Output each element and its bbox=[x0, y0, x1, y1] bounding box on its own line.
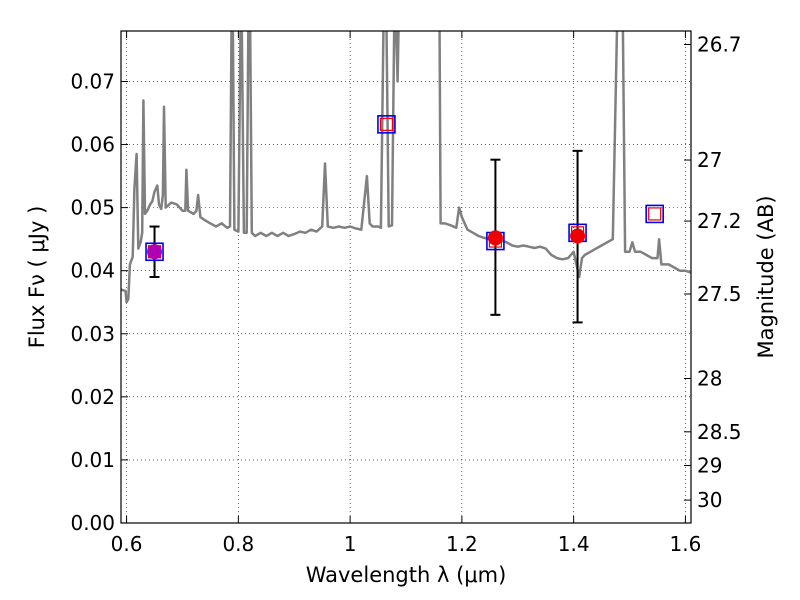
model-point-outer bbox=[377, 115, 396, 134]
y-tick-label: 0.01 bbox=[70, 448, 115, 472]
y2-tick-label: 28 bbox=[697, 366, 722, 390]
y2-tick-label: 30 bbox=[697, 488, 722, 512]
y2-tick-label: 29 bbox=[697, 453, 722, 477]
model-point-outer bbox=[145, 242, 164, 262]
x-axis-label: Wavelength λ (μm) bbox=[306, 563, 507, 587]
y-tick-label: 0.02 bbox=[70, 385, 115, 409]
y-tick-label: 0.00 bbox=[70, 511, 115, 535]
y-axis-label: Flux Fν ( μJy ) bbox=[25, 206, 49, 349]
model-point-outer bbox=[645, 204, 664, 224]
y2-tick-label: 28.5 bbox=[697, 420, 742, 444]
y2-tick-label: 26.7 bbox=[697, 33, 742, 57]
y-tick-label: 0.06 bbox=[70, 133, 115, 157]
observed-point bbox=[147, 244, 163, 260]
y2-tick-label: 27.5 bbox=[697, 282, 742, 306]
y-tick-label: 0.05 bbox=[70, 196, 115, 220]
x-tick-label: 1 bbox=[344, 532, 357, 556]
x-tick-label: 1.2 bbox=[446, 532, 478, 556]
x-tick-label: 1.4 bbox=[558, 532, 590, 556]
data-layer bbox=[121, 31, 691, 304]
observed-point bbox=[570, 228, 586, 244]
model-point-inner bbox=[379, 117, 394, 131]
markers-layer bbox=[145, 115, 664, 324]
y2-tick-label: 27.2 bbox=[697, 209, 742, 233]
axis-ticks: 0.6 0.8 1 1.2 1.4 1.6 0.00 0.01 0.02 0.03 0.04 0.05… bbox=[70, 31, 742, 556]
x-tick-label: 0.6 bbox=[111, 532, 143, 556]
x-tick-label: 0.8 bbox=[222, 532, 254, 556]
plot-frame bbox=[120, 30, 692, 524]
observed-point bbox=[487, 230, 503, 246]
x-tick-label: 1.6 bbox=[670, 532, 702, 556]
y2-axis-label: Magnitude (AB) bbox=[754, 195, 778, 358]
y-tick-label: 0.03 bbox=[70, 322, 115, 346]
plot-background bbox=[121, 31, 691, 523]
model-spectrum-line bbox=[121, 31, 691, 304]
y-tick-label: 0.04 bbox=[70, 259, 115, 283]
model-point-inner bbox=[648, 207, 662, 221]
y2-tick-label: 27 bbox=[697, 148, 722, 172]
y-tick-label: 0.07 bbox=[70, 69, 115, 93]
